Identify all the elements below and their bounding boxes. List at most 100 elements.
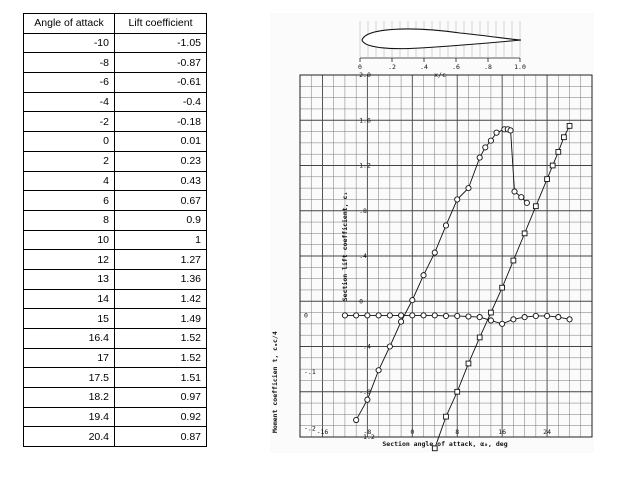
cell-angle: 14 — [23, 288, 115, 310]
airfoil-inset: 0 .2 .4 .6 .8 1.0 x/c — [358, 21, 526, 79]
table-row: -6 -0.61 — [23, 72, 207, 93]
data-point-circle — [341, 312, 348, 319]
data-point-square — [555, 149, 562, 155]
cell-lift: 0.67 — [114, 190, 207, 211]
cell-lift: 1.52 — [114, 347, 207, 369]
data-point-circle — [499, 320, 506, 327]
cell-lift: 0.01 — [114, 131, 207, 152]
table-row: 4 0.43 — [23, 170, 207, 192]
cell-angle: 8 — [23, 209, 115, 231]
data-point-circle — [398, 318, 405, 325]
data-point-circle — [507, 127, 514, 134]
data-point-circle — [510, 316, 517, 323]
airfoil-tick-label: .6 — [452, 63, 460, 71]
data-point-circle — [375, 312, 382, 319]
moment-tick-label: 0 — [304, 311, 308, 319]
cell-lift: 0.97 — [114, 387, 207, 408]
data-point-circle — [431, 249, 438, 256]
cell-lift: 1 — [114, 229, 207, 251]
data-table: Angle of attack Lift coefficient -10 -1.0… — [23, 13, 207, 448]
cell-lift: -0.87 — [114, 52, 207, 74]
table-row: -10 -1.05 — [23, 32, 207, 54]
x-tick-label: -8 — [363, 428, 371, 436]
table-row: 17.5 1.51 — [23, 367, 207, 389]
table-row: 18.2 0.97 — [23, 387, 207, 408]
lift-tick-label: -1.2 — [359, 433, 375, 441]
data-point-circle — [523, 199, 530, 206]
data-point-square — [443, 413, 449, 420]
data-point-circle — [420, 272, 427, 279]
lift-tick-label: 1.2 — [359, 162, 371, 170]
lift-tick-label: .4 — [359, 252, 367, 260]
cell-angle: -8 — [23, 52, 115, 74]
cell-angle: 18.2 — [23, 387, 115, 408]
data-point-circle — [476, 154, 483, 161]
x-tick-label: 0 — [410, 428, 414, 436]
cell-angle: -4 — [23, 91, 115, 113]
table-row: 17 1.52 — [23, 347, 207, 369]
cell-lift: 0.92 — [114, 406, 207, 428]
table-row: 6 0.67 — [23, 190, 207, 211]
data-point-circle — [353, 312, 360, 319]
data-point-circle — [386, 312, 393, 319]
x-tick-label: -16 — [317, 428, 329, 436]
figure-background — [270, 13, 594, 453]
cell-angle: 12 — [23, 249, 115, 270]
cell-lift: 0.87 — [114, 426, 207, 448]
airfoil-tick-label: .8 — [484, 63, 492, 71]
data-point-square — [549, 162, 556, 169]
data-point-circle — [454, 312, 461, 320]
data-point-square — [454, 388, 461, 395]
header-lift-coefficient: Lift coefficient — [114, 13, 207, 34]
data-point-square — [431, 445, 438, 452]
cell-lift: 1.49 — [114, 308, 207, 329]
data-point-square — [544, 176, 550, 182]
cell-angle: 16.4 — [23, 328, 115, 349]
cell-lift: -0.18 — [114, 111, 207, 133]
data-point-square — [465, 360, 472, 367]
x-tick-label: 16 — [498, 428, 506, 436]
cell-lift: 1.27 — [114, 249, 207, 270]
data-point-circle — [476, 314, 483, 321]
cell-angle: 15 — [23, 308, 115, 329]
table-row: 15 1.49 — [23, 308, 207, 329]
table-row: 20.4 0.87 — [23, 426, 207, 448]
cell-lift: -0.4 — [114, 91, 207, 113]
data-point-circle — [420, 312, 427, 319]
table-row: -4 -0.4 — [23, 91, 207, 113]
table-row: 12 1.27 — [23, 249, 207, 270]
figure-grid — [299, 74, 593, 438]
cell-angle: 10 — [23, 229, 115, 251]
cell-lift: -1.05 — [114, 32, 207, 54]
data-point-circle — [465, 185, 472, 192]
data-point-circle — [465, 313, 472, 320]
cell-angle: 19.4 — [23, 406, 115, 428]
data-point-square — [521, 230, 528, 237]
table-row: 10 1 — [23, 229, 207, 251]
cell-lift: 0.23 — [114, 150, 207, 172]
data-point-circle — [518, 194, 525, 201]
cell-angle: -10 — [23, 32, 115, 54]
cell-lift: 1.51 — [114, 367, 207, 389]
table-body: -10 -1.05 -8 -0.87 -6 -0.61 -4 -0.4 -2 -0.18 0 0.01… — [23, 32, 207, 448]
cell-angle: 0 — [23, 131, 115, 152]
lift-tick-label: -.8 — [359, 388, 371, 396]
data-point-circle — [364, 396, 371, 403]
lift-tick-label: 2.0 — [359, 71, 371, 79]
lift-tick-label: 0 — [359, 297, 363, 305]
table-row: 19.4 0.92 — [23, 406, 207, 428]
data-point-circle — [487, 137, 494, 144]
x-tick-label: 24 — [543, 428, 551, 436]
x-axis-label: Section angle of attack, α₀, deg — [382, 440, 507, 448]
airfoil-tick-label: .2 — [388, 63, 396, 71]
data-point-circle — [493, 129, 500, 136]
data-point-square — [510, 257, 517, 264]
cell-angle: 20.4 — [23, 426, 115, 448]
data-point-square — [561, 134, 567, 141]
header-angle-of-attack: Angle of attack — [23, 13, 115, 34]
cell-angle: -6 — [23, 72, 115, 93]
data-point-circle — [442, 312, 450, 320]
moment-tick-label: -.2 — [304, 425, 316, 433]
data-point-circle — [409, 297, 416, 304]
table-row: 8 0.9 — [23, 209, 207, 231]
